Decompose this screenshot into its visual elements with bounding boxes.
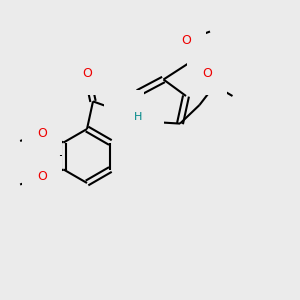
Text: O: O [37, 170, 47, 184]
Text: H: H [134, 112, 142, 122]
Text: O: O [181, 34, 191, 47]
Text: O: O [37, 127, 47, 140]
Text: O: O [202, 67, 212, 80]
Text: S: S [141, 115, 149, 128]
Text: N: N [119, 104, 129, 118]
Text: O: O [82, 67, 92, 80]
